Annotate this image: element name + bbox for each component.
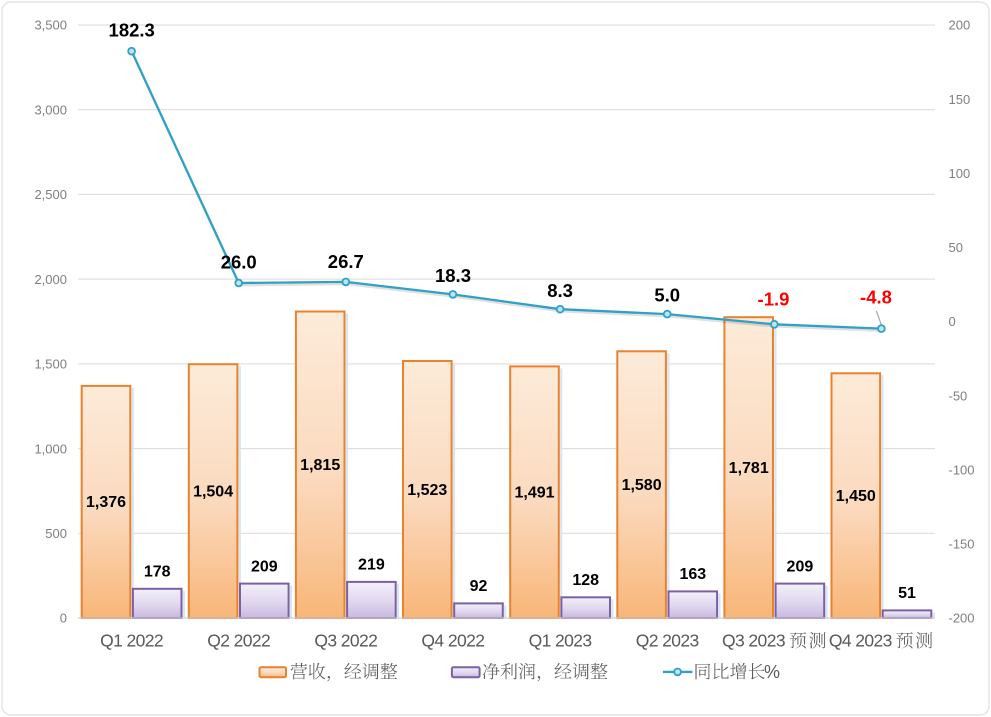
- svg-text:1,504: 1,504: [193, 483, 233, 500]
- svg-text:219: 219: [358, 557, 385, 574]
- svg-text:1,781: 1,781: [729, 460, 769, 477]
- svg-text:3,500: 3,500: [34, 18, 67, 33]
- svg-text:3,000: 3,000: [34, 102, 67, 117]
- svg-text:1,000: 1,000: [34, 441, 67, 456]
- svg-text:Q4 2023: Q4 2023: [829, 631, 892, 651]
- svg-text:-50: -50: [949, 388, 968, 403]
- svg-text:100: 100: [949, 166, 971, 181]
- svg-text:0: 0: [949, 314, 956, 329]
- svg-text:Q4 2022: Q4 2022: [421, 631, 484, 651]
- svg-text:200: 200: [949, 18, 971, 33]
- svg-text:0: 0: [60, 611, 67, 626]
- svg-text:92: 92: [470, 578, 488, 595]
- svg-text:Q3 2023: Q3 2023: [722, 631, 785, 651]
- svg-text:-4.8: -4.8: [860, 287, 892, 308]
- svg-text:Q1 2023: Q1 2023: [529, 631, 592, 651]
- svg-text:128: 128: [572, 572, 599, 589]
- svg-text:1,376: 1,376: [86, 494, 126, 511]
- svg-text:209: 209: [787, 558, 814, 575]
- svg-text:178: 178: [144, 564, 171, 581]
- svg-text:-150: -150: [949, 537, 975, 552]
- svg-text:Q1 2022: Q1 2022: [100, 631, 163, 651]
- svg-text:Q3 2022: Q3 2022: [314, 631, 377, 651]
- svg-text:1,491: 1,491: [514, 485, 554, 502]
- svg-text:-100: -100: [949, 462, 975, 477]
- svg-text:8.3: 8.3: [547, 280, 573, 301]
- svg-text:26.7: 26.7: [328, 251, 364, 272]
- svg-text:1,450: 1,450: [836, 488, 876, 505]
- svg-text:Q2 2022: Q2 2022: [207, 631, 270, 651]
- svg-text:50: 50: [949, 240, 963, 255]
- svg-text:1,580: 1,580: [622, 477, 662, 494]
- svg-text:209: 209: [251, 558, 278, 575]
- svg-text:Q2 2023: Q2 2023: [636, 631, 699, 651]
- svg-text:26.0: 26.0: [221, 252, 257, 273]
- svg-text:1,500: 1,500: [34, 357, 67, 372]
- svg-text:182.3: 182.3: [109, 20, 155, 41]
- svg-text:500: 500: [45, 526, 67, 541]
- svg-text:163: 163: [679, 566, 706, 583]
- svg-text:1,523: 1,523: [407, 482, 447, 499]
- svg-text:%: %: [764, 662, 780, 682]
- svg-text:-1.9: -1.9: [758, 289, 790, 310]
- svg-text:-200: -200: [949, 611, 975, 626]
- svg-text:51: 51: [898, 585, 916, 602]
- svg-text:2,000: 2,000: [34, 272, 67, 287]
- svg-text:150: 150: [949, 92, 971, 107]
- svg-text:2,500: 2,500: [34, 187, 67, 202]
- svg-text:18.3: 18.3: [435, 265, 471, 286]
- svg-text:5.0: 5.0: [654, 285, 680, 306]
- svg-text:1,815: 1,815: [300, 457, 340, 474]
